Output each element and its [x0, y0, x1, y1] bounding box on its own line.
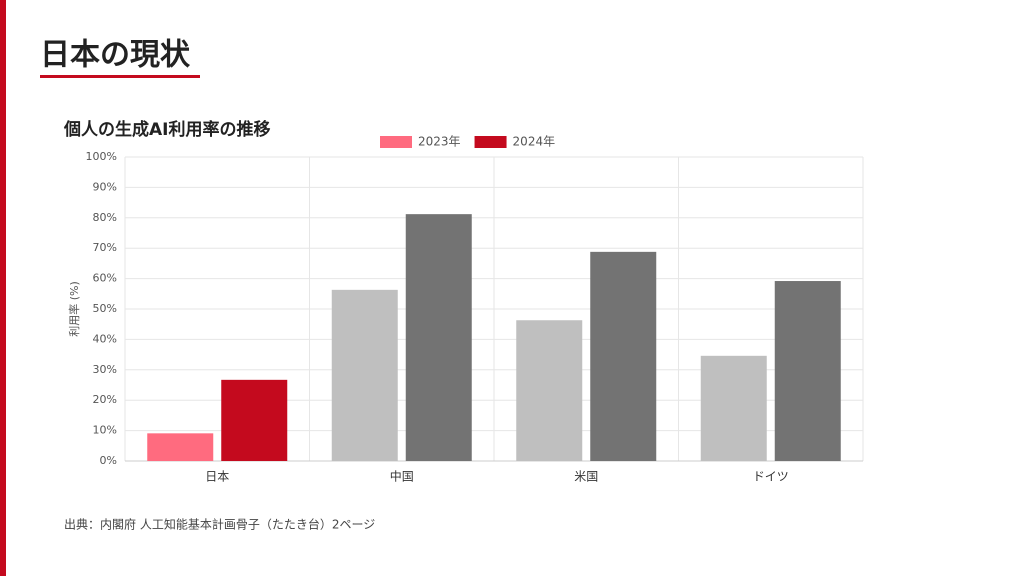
bar [590, 251, 657, 461]
y-tick-label: 10% [93, 424, 117, 437]
x-tick-label: 中国 [390, 469, 414, 484]
bar [331, 289, 398, 461]
bar [221, 379, 288, 461]
y-tick-label: 70% [93, 241, 117, 254]
legend-label: 2023年 [418, 135, 461, 149]
legend-swatch [380, 136, 412, 148]
y-tick-label: 20% [93, 393, 117, 406]
y-tick-label: 40% [93, 332, 117, 345]
x-tick-label: 米国 [574, 470, 598, 484]
y-tick-label: 0% [100, 454, 117, 467]
bar [405, 214, 472, 461]
x-tick-label: 日本 [205, 470, 229, 484]
chart-title: 個人の生成AI利用率の推移 [63, 119, 270, 140]
y-tick-label: 90% [93, 180, 117, 193]
bar [700, 355, 767, 461]
bar [147, 433, 214, 461]
title-underline [40, 75, 200, 78]
slide-title: 日本の現状 [40, 38, 191, 73]
bar [516, 320, 583, 461]
y-tick-label: 100% [86, 150, 117, 163]
y-tick-label: 60% [93, 272, 117, 285]
y-tick-label: 80% [93, 211, 117, 224]
bar [774, 281, 841, 461]
legend-label: 2024年 [513, 135, 556, 149]
accent-bar [0, 0, 6, 576]
y-tick-label: 50% [93, 302, 117, 315]
x-tick-label: ドイツ [753, 470, 789, 484]
legend-swatch [474, 136, 507, 148]
y-tick-label: 30% [93, 363, 117, 376]
y-axis-label: 利用率 (%) [67, 281, 81, 337]
source-note: 出典：内閣府 人工知能基本計画骨子（たたき台）2ページ [64, 517, 375, 532]
